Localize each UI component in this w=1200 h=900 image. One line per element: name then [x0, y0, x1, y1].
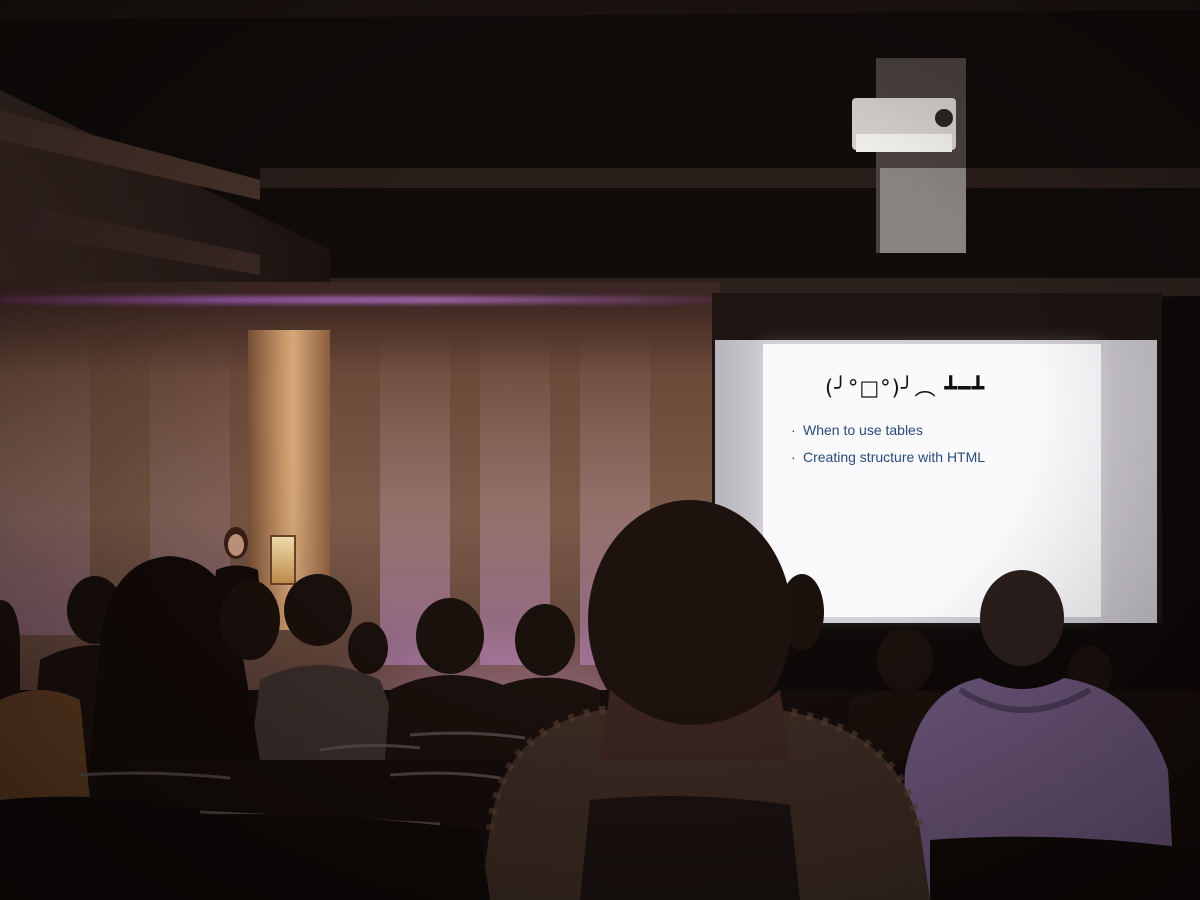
slide-bullet-text: When to use tables: [803, 422, 923, 438]
slide-title: (╯°□°)╯︵ ┻━┻: [825, 376, 986, 400]
slide-bullet-list: · When to use tables · Creating structure …: [791, 422, 985, 476]
bullet-dot: ·: [791, 422, 796, 438]
ceiling-projector: [852, 58, 966, 253]
audience-member-center-left: [220, 580, 280, 660]
slide-bullet-text: Creating structure with HTML: [803, 449, 986, 465]
ceiling: [0, 0, 1200, 300]
stage-light-strip: [0, 296, 720, 304]
presentation-slide: (╯°□°)╯︵ ┻━┻ · When to use tables · Creati…: [763, 344, 1101, 617]
audience-member-left: [0, 556, 260, 800]
audience-member-foreground: [480, 500, 930, 900]
bullet-dot: ·: [791, 449, 796, 465]
slide-bullet: · When to use tables: [791, 422, 985, 438]
slide-bullet: · Creating structure with HTML: [791, 449, 985, 465]
foreground-chairs: [0, 796, 1200, 900]
wall-lamp: [270, 535, 296, 585]
